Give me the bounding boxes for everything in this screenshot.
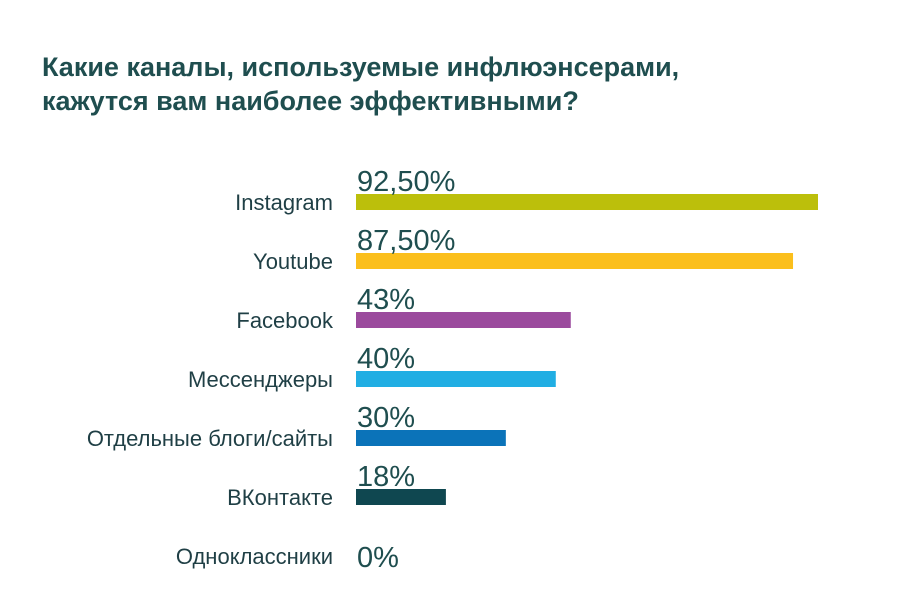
- chart-title-line-2: кажутся вам наиболее эффективными?: [42, 86, 579, 116]
- value-label: 43%: [357, 284, 415, 316]
- category-label: ВКонтакте: [227, 485, 333, 510]
- bar: [356, 312, 571, 328]
- value-label: 0%: [357, 542, 399, 574]
- chart-title-line-1: Какие каналы, используемые инфлюэнсерами…: [42, 52, 680, 82]
- bar: [356, 194, 818, 210]
- chart-title: Какие каналы, используемые инфлюэнсерами…: [42, 50, 842, 118]
- bar: [356, 489, 446, 505]
- value-label: 40%: [357, 343, 415, 375]
- bar: [356, 430, 506, 446]
- bar: [356, 253, 794, 269]
- value-label: 18%: [357, 461, 415, 493]
- value-label: 92,50%: [357, 166, 455, 198]
- bar: [356, 371, 556, 387]
- category-label: Одноклассники: [176, 544, 333, 569]
- category-label: Youtube: [253, 249, 333, 274]
- value-label: 87,50%: [357, 225, 455, 257]
- category-label: Отдельные блоги/сайты: [87, 426, 333, 451]
- category-label: Instagram: [235, 190, 333, 215]
- value-label: 30%: [357, 402, 415, 434]
- category-label: Мессенджеры: [188, 367, 333, 392]
- category-label: Facebook: [236, 308, 334, 333]
